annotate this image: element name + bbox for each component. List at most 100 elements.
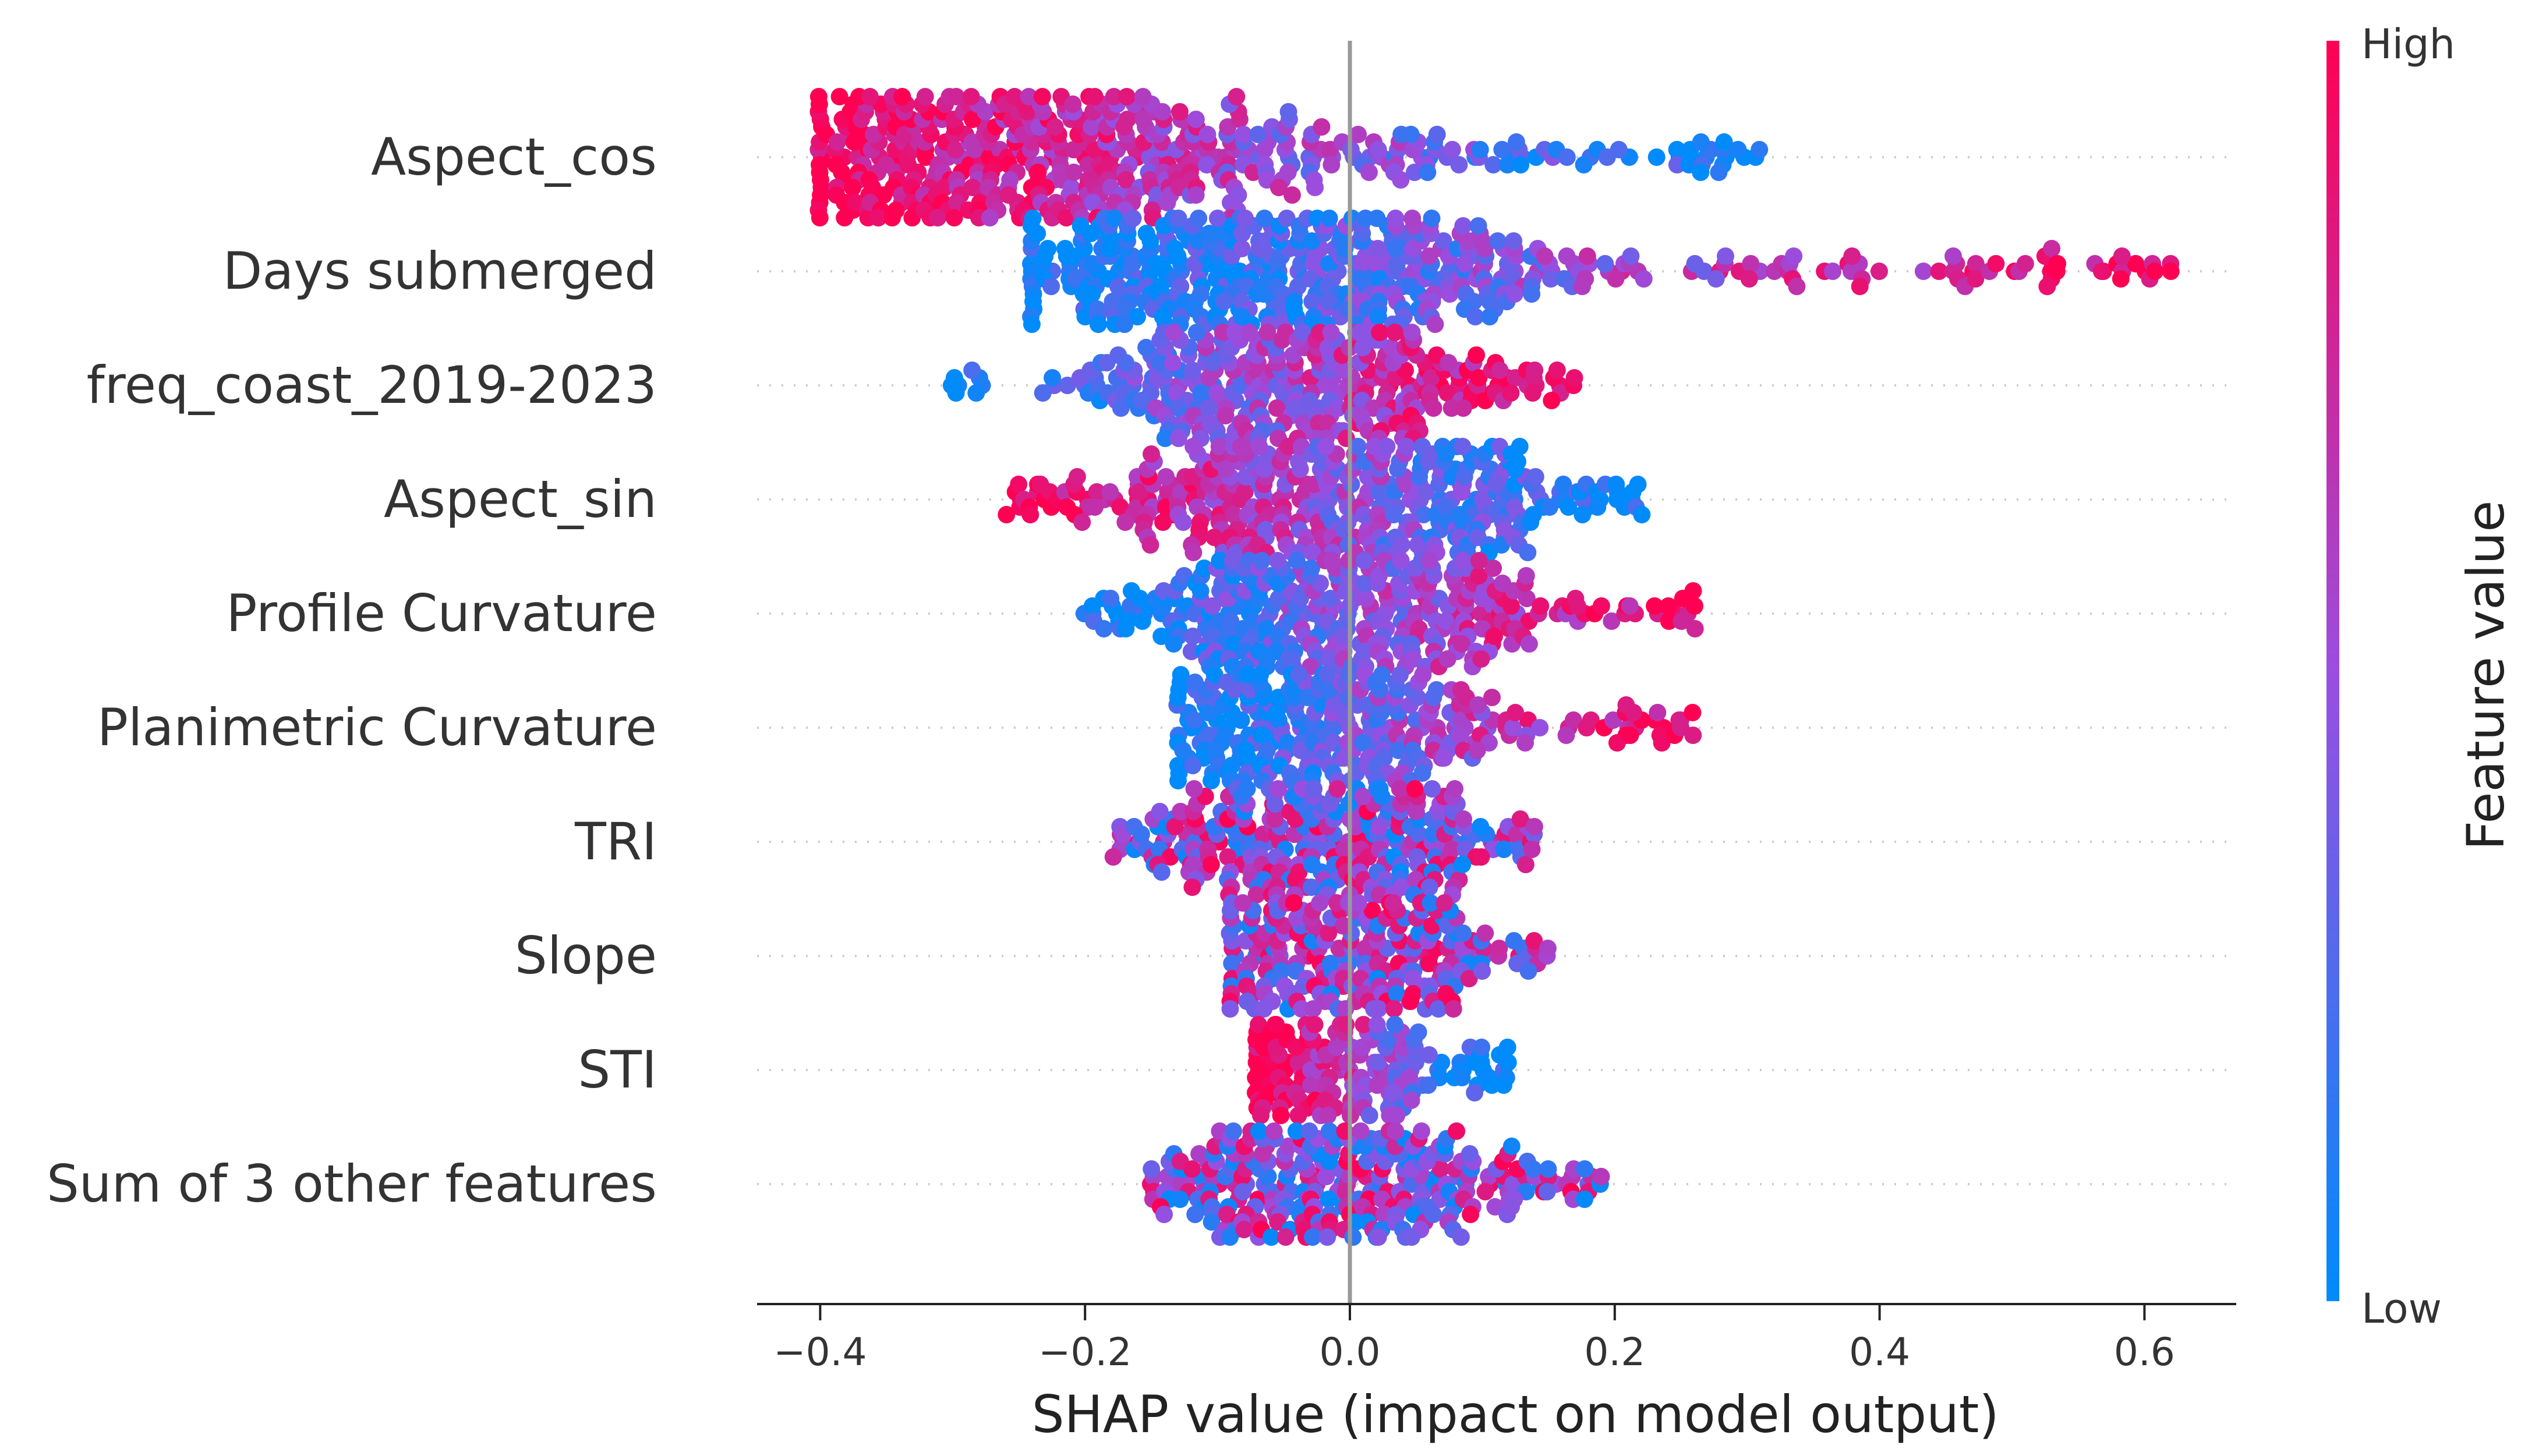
shap-point [1505, 232, 1523, 250]
shap-point [1557, 727, 1575, 744]
shap-point [811, 209, 829, 226]
shap-point [1621, 727, 1639, 744]
shap-point [1520, 635, 1538, 653]
shap-point [946, 141, 964, 158]
shap-point [1102, 590, 1120, 607]
shap-point [1234, 894, 1251, 912]
shap-point [1403, 1228, 1420, 1246]
shap-point [1354, 734, 1372, 752]
shap-point [1531, 719, 1549, 736]
shap-point [1172, 666, 1190, 683]
shap-point [1236, 483, 1254, 501]
shap-point [1111, 498, 1129, 516]
shap-point [1182, 643, 1200, 660]
shap-point [1502, 384, 1520, 402]
shap-point [1289, 1107, 1307, 1124]
shap-point [1484, 559, 1502, 577]
shap-point [1472, 848, 1490, 866]
shap-point [2146, 263, 2164, 280]
shap-point [1596, 255, 1614, 272]
shap-point [1132, 826, 1150, 843]
shap-point [1369, 308, 1387, 325]
shap-point [1122, 582, 1140, 600]
shap-point [1267, 643, 1285, 660]
shap-point [1424, 399, 1442, 417]
shap-point [1133, 612, 1151, 630]
shap-point [1349, 894, 1367, 912]
shap-point [916, 88, 934, 105]
shap-point [1505, 285, 1523, 303]
shap-point [1323, 552, 1341, 569]
shap-point [1250, 1122, 1268, 1140]
shap-point [1279, 103, 1297, 121]
shap-point [2112, 270, 2130, 288]
shap-point [1388, 1107, 1406, 1124]
shap-point [1548, 362, 1566, 379]
shap-point [1288, 552, 1306, 569]
shap-point [1603, 612, 1621, 630]
shap-point [1684, 704, 1702, 721]
shap-point [1313, 118, 1331, 136]
shap-point [1423, 210, 1441, 227]
shap-point [1235, 1221, 1253, 1238]
shap-point [1386, 324, 1404, 341]
shap-point [1453, 1069, 1471, 1086]
shap-point [1435, 749, 1453, 767]
shap-point [1068, 468, 1086, 486]
shap-point [1065, 164, 1083, 181]
shap-point [981, 209, 999, 226]
shap-point [1268, 704, 1286, 721]
shap-point [1419, 164, 1437, 181]
shap-point [1388, 985, 1406, 1002]
shap-point [1473, 1039, 1491, 1056]
shap-point [1397, 438, 1415, 455]
shap-point [1279, 438, 1297, 455]
shap-point [1409, 1023, 1427, 1041]
shap-point [1437, 612, 1455, 630]
shap-point [1183, 878, 1201, 896]
shap-point [1184, 856, 1202, 873]
shap-point [861, 88, 879, 105]
shap-point [1010, 476, 1028, 493]
shap-point [1320, 924, 1338, 942]
shap-point [1101, 240, 1119, 257]
shap-point [1155, 1206, 1173, 1223]
shap-point [1448, 1122, 1466, 1140]
shap-point [1589, 498, 1607, 516]
shap-point [1472, 818, 1490, 835]
shap-point [1232, 711, 1250, 729]
shap-point [1450, 156, 1468, 173]
shap-point [1172, 803, 1190, 820]
shap-point [1198, 126, 1217, 143]
shap-point [1451, 727, 1469, 744]
shap-point [1420, 878, 1438, 896]
shap-point [1385, 1000, 1403, 1018]
shap-point [1511, 438, 1529, 455]
shap-point [1034, 384, 1052, 402]
shap-point [1166, 240, 1184, 257]
shap-point [1476, 924, 1494, 942]
shap-point [1130, 483, 1148, 501]
shap-point [1158, 194, 1176, 211]
shap-point [1134, 88, 1152, 105]
shap-point [1536, 247, 1554, 265]
shap-point [1104, 848, 1122, 866]
shap-point [1392, 171, 1410, 189]
shap-point [1516, 734, 1534, 752]
shap-point [844, 179, 862, 196]
shap-point [1263, 1228, 1280, 1246]
feature-label: Sum of 3 other features [47, 1154, 657, 1214]
x-ticks: −0.4 −0.2 0.0 0.2 0.4 0.6 [773, 1304, 2175, 1374]
shap-point [1461, 1145, 1479, 1163]
shap-point [1843, 247, 1861, 265]
shap-point [1686, 620, 1704, 637]
shap-point [1236, 210, 1254, 227]
shap-point [1646, 597, 1664, 615]
shap-point [1454, 399, 1472, 417]
shap-point [1290, 666, 1308, 683]
shap-point [1824, 263, 1842, 280]
shap-point [1565, 369, 1583, 387]
shap-point [1729, 141, 1747, 158]
shap-point [1558, 247, 1576, 265]
shap-point [1253, 552, 1271, 569]
